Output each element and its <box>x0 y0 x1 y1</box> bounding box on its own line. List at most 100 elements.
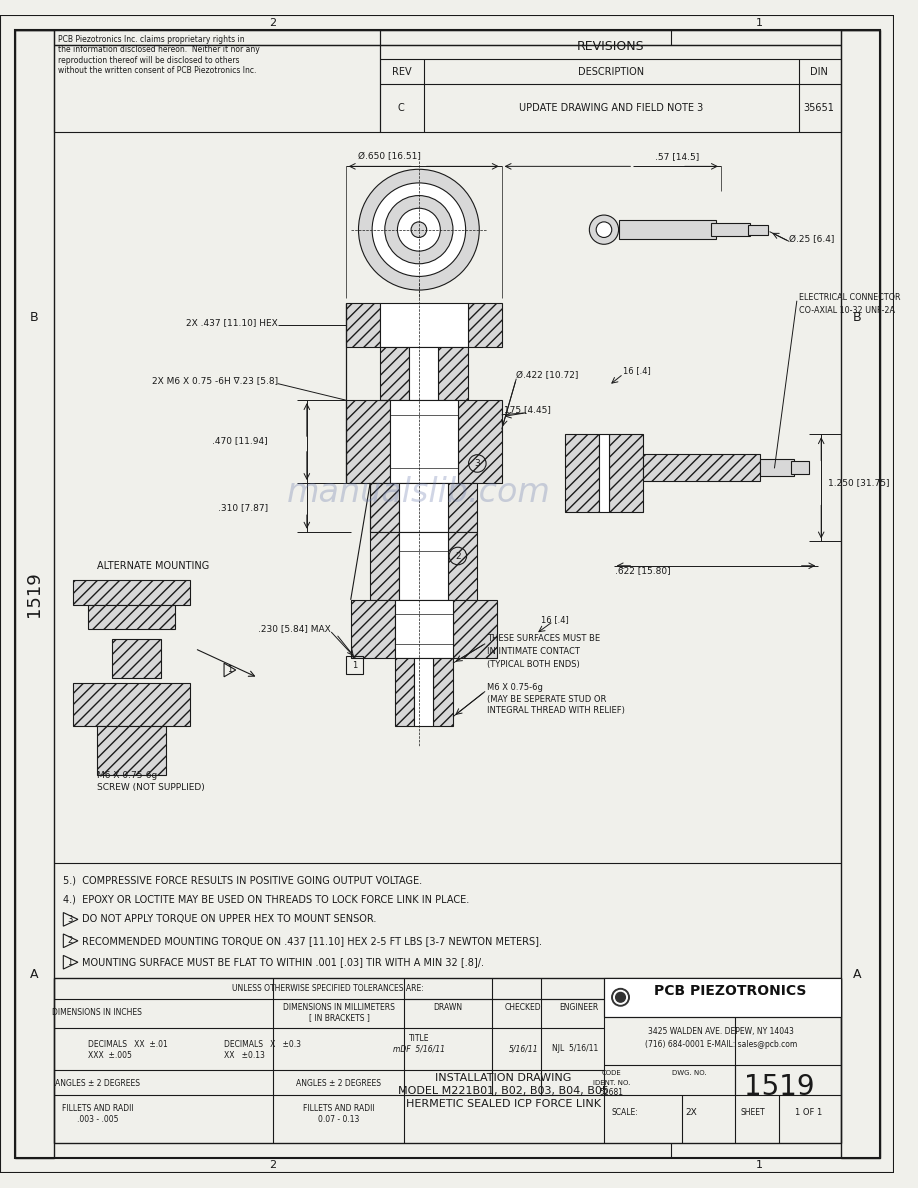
Bar <box>370 484 399 532</box>
Bar <box>88 605 175 630</box>
Text: DWG. NO.: DWG. NO. <box>672 1070 707 1076</box>
Text: B: B <box>29 311 39 324</box>
Text: XXX  ±.005: XXX ±.005 <box>88 1051 131 1060</box>
Bar <box>760 459 794 476</box>
Text: UPDATE DRAWING AND FIELD NOTE 3: UPDATE DRAWING AND FIELD NOTE 3 <box>519 103 703 113</box>
Text: 2: 2 <box>68 936 73 946</box>
Bar <box>346 656 364 674</box>
Bar <box>409 347 439 400</box>
Bar <box>346 303 380 347</box>
Bar <box>97 727 165 776</box>
Text: 1: 1 <box>756 18 762 29</box>
Text: (716) 684-0001 E-MAIL: sales@pcb.com: (716) 684-0001 E-MAIL: sales@pcb.com <box>644 1040 797 1049</box>
Text: 4.)  EPOXY OR LOCTITE MAY BE USED ON THREADS TO LOCK FORCE LINK IN PLACE.: 4.) EPOXY OR LOCTITE MAY BE USED ON THRE… <box>63 895 470 905</box>
Text: C: C <box>398 103 405 113</box>
Text: .175 [4.45]: .175 [4.45] <box>501 405 551 415</box>
Bar <box>73 581 190 605</box>
Bar <box>748 225 767 234</box>
Text: .57 [14.5]: .57 [14.5] <box>655 152 700 162</box>
Text: 35651: 35651 <box>804 103 834 113</box>
Bar <box>395 600 453 658</box>
Text: DO NOT APPLY TORQUE ON UPPER HEX TO MOUNT SENSOR.: DO NOT APPLY TORQUE ON UPPER HEX TO MOUN… <box>82 915 376 924</box>
Text: DECIMALS   XX  ±.01: DECIMALS XX ±.01 <box>88 1040 167 1049</box>
Text: ELECTRICAL CONNECTOR: ELECTRICAL CONNECTOR <box>799 293 901 303</box>
Bar <box>841 30 879 1158</box>
Text: INSTALLATION DRAWING: INSTALLATION DRAWING <box>435 1073 572 1083</box>
Bar <box>395 658 414 727</box>
Bar <box>448 532 477 600</box>
Bar <box>565 435 599 512</box>
Circle shape <box>589 215 619 245</box>
Text: DIN: DIN <box>811 67 828 77</box>
Text: A: A <box>30 968 39 981</box>
Circle shape <box>596 222 611 238</box>
Bar <box>53 978 841 1143</box>
Text: Ø.422 [10.72]: Ø.422 [10.72] <box>516 372 578 380</box>
Bar <box>15 30 53 1158</box>
Text: 2: 2 <box>455 551 461 561</box>
Text: 2: 2 <box>269 1159 276 1170</box>
Bar <box>609 435 643 512</box>
Bar <box>389 400 458 484</box>
Text: 2X: 2X <box>686 1107 698 1117</box>
Text: DESCRIPTION: DESCRIPTION <box>577 67 644 77</box>
Circle shape <box>385 196 453 264</box>
Text: Ø.25 [6.4]: Ø.25 [6.4] <box>789 235 834 244</box>
Bar <box>439 347 467 400</box>
Text: DRAWN: DRAWN <box>433 1003 463 1011</box>
Text: ENGINEER: ENGINEER <box>559 1003 599 1011</box>
Circle shape <box>411 222 427 238</box>
Text: PCB PIEZOTRONICS: PCB PIEZOTRONICS <box>655 985 807 998</box>
Bar <box>359 202 479 257</box>
Bar <box>791 461 809 474</box>
Text: 5/16/11: 5/16/11 <box>509 1044 539 1054</box>
Text: UNLESS OTHERWISE SPECIFIED TOLERANCES ARE:: UNLESS OTHERWISE SPECIFIED TOLERANCES AR… <box>232 984 424 993</box>
Text: A: A <box>853 968 861 981</box>
Text: Ø.650 [16.51]: Ø.650 [16.51] <box>358 152 421 162</box>
Text: 1: 1 <box>68 958 73 967</box>
Text: 16 [.4]: 16 [.4] <box>623 366 651 375</box>
Text: ALTERNATE MOUNTING: ALTERNATE MOUNTING <box>97 561 209 570</box>
Bar <box>399 532 448 600</box>
Text: MOUNTING SURFACE MUST BE FLAT TO WITHIN .001 [.03] TIR WITH A MIN 32 [.8]/.: MOUNTING SURFACE MUST BE FLAT TO WITHIN … <box>82 958 484 967</box>
Text: 1: 1 <box>352 661 357 670</box>
Bar <box>380 347 409 400</box>
Bar <box>604 978 841 1017</box>
Text: 1.250 [31.75]: 1.250 [31.75] <box>828 479 890 487</box>
Text: REV: REV <box>392 67 411 77</box>
Circle shape <box>372 183 465 277</box>
Text: .470 [11.94]: .470 [11.94] <box>212 436 268 446</box>
Text: 3: 3 <box>475 459 480 468</box>
Text: REVISIONS: REVISIONS <box>577 40 644 53</box>
Text: manualslib.com: manualslib.com <box>287 476 551 510</box>
Text: M6 X 0.75-6g: M6 X 0.75-6g <box>487 683 543 693</box>
Text: XX   ±0.13: XX ±0.13 <box>224 1051 265 1060</box>
Bar <box>370 532 399 600</box>
Text: ANGLES ± 2 DEGREES: ANGLES ± 2 DEGREES <box>55 1079 140 1087</box>
Text: CODE: CODE <box>602 1070 621 1076</box>
Text: 5.)  COMPRESSIVE FORCE RESULTS IN POSITIVE GOING OUTPUT VOLTAGE.: 5.) COMPRESSIVE FORCE RESULTS IN POSITIV… <box>63 876 422 885</box>
Bar <box>414 658 433 727</box>
Text: M6 X 0.75-6g: M6 X 0.75-6g <box>97 771 158 779</box>
Text: (TYPICAL BOTH ENDS): (TYPICAL BOTH ENDS) <box>487 659 580 669</box>
Circle shape <box>359 169 479 290</box>
Text: 3425 WALDEN AVE. DEPEW, NY 14043: 3425 WALDEN AVE. DEPEW, NY 14043 <box>648 1026 794 1036</box>
Text: INTEGRAL THREAD WITH RELIEF): INTEGRAL THREAD WITH RELIEF) <box>487 707 625 715</box>
Text: 1: 1 <box>228 665 232 675</box>
Bar <box>399 484 448 532</box>
Text: 1 OF 1: 1 OF 1 <box>795 1107 823 1117</box>
Text: .310 [7.87]: .310 [7.87] <box>218 503 268 512</box>
Text: TITLE: TITLE <box>409 1034 430 1043</box>
Text: 16 [.4]: 16 [.4] <box>542 615 569 624</box>
Text: CHECKED: CHECKED <box>505 1003 542 1011</box>
Bar <box>433 658 453 727</box>
Text: ANGLES ± 2 DEGREES: ANGLES ± 2 DEGREES <box>297 1079 382 1087</box>
Bar <box>53 30 380 132</box>
Text: mDF  5/16/11: mDF 5/16/11 <box>393 1044 445 1054</box>
Text: PCB Piezotronics Inc. claims proprietary rights in
the information disclosed her: PCB Piezotronics Inc. claims proprietary… <box>59 34 260 75</box>
Circle shape <box>397 208 441 251</box>
Text: 2: 2 <box>269 18 276 29</box>
Text: 1519: 1519 <box>25 571 43 617</box>
Text: HERMETIC SEALED ICP FORCE LINK: HERMETIC SEALED ICP FORCE LINK <box>406 1099 601 1110</box>
Bar <box>467 303 501 347</box>
